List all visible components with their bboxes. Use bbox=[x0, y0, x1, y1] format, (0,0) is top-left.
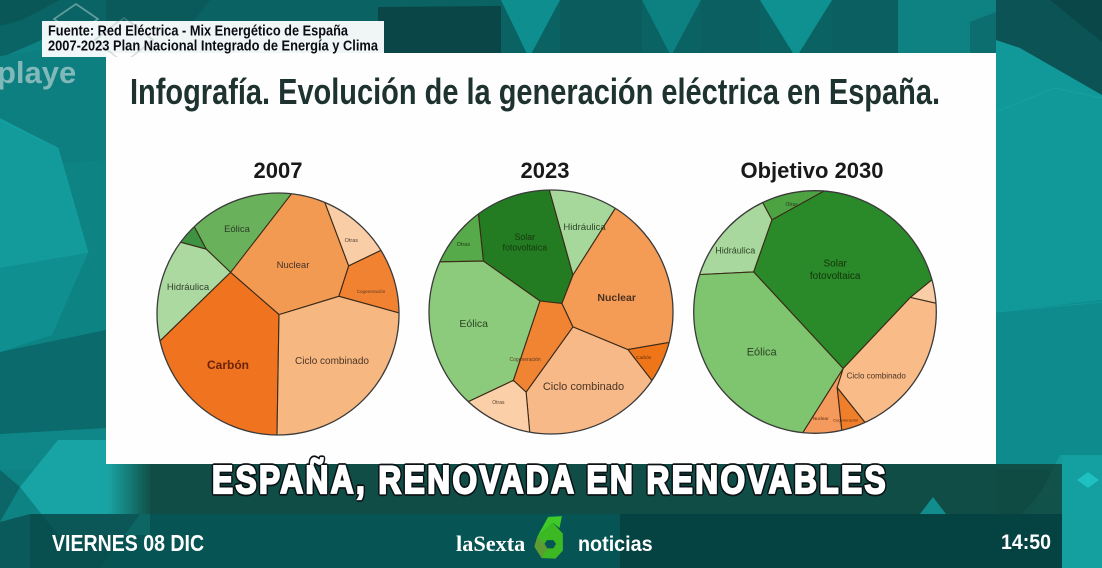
svg-text:Otras: Otras bbox=[492, 400, 505, 406]
svg-text:Otras: Otras bbox=[457, 242, 471, 248]
svg-text:Solar: Solar bbox=[823, 258, 847, 269]
svg-text:Ciclo combinado: Ciclo combinado bbox=[543, 381, 624, 393]
svg-text:Eólica: Eólica bbox=[747, 346, 778, 358]
svg-text:Nuclear: Nuclear bbox=[597, 292, 636, 304]
svg-text:Cogeneración: Cogeneración bbox=[357, 289, 386, 294]
svg-text:fotovoltaica: fotovoltaica bbox=[503, 243, 548, 253]
svg-text:Otras: Otras bbox=[345, 238, 359, 244]
svg-text:Hidráulica: Hidráulica bbox=[715, 245, 755, 255]
svg-text:Hidráulica: Hidráulica bbox=[563, 222, 606, 233]
svg-text:2007-2023 Plan Nacional Integr: 2007-2023 Plan Nacional Integrado de Ene… bbox=[48, 39, 379, 55]
svg-text:Carbón: Carbón bbox=[207, 358, 249, 372]
svg-text:Carbón: Carbón bbox=[636, 355, 652, 360]
svg-text:Hidráulica: Hidráulica bbox=[167, 282, 210, 293]
svg-text:Ciclo combinado: Ciclo combinado bbox=[846, 371, 906, 380]
svg-text:Nuclear: Nuclear bbox=[277, 260, 310, 271]
svg-text:Infografía. Evolución de la ge: Infografía. Evolución de la generación e… bbox=[130, 71, 940, 112]
svg-text:fotovoltaica: fotovoltaica bbox=[810, 271, 861, 282]
svg-text:Eólica: Eólica bbox=[459, 318, 488, 330]
svg-text:Cogeneración: Cogeneración bbox=[833, 417, 858, 422]
svg-text:Fuente: Red Eléctrica - Mix En: Fuente: Red Eléctrica - Mix Energético d… bbox=[48, 24, 349, 40]
svg-text:Otras: Otras bbox=[785, 202, 798, 208]
svg-text:Cogeneración: Cogeneración bbox=[510, 357, 541, 363]
svg-text:Nuclear: Nuclear bbox=[813, 416, 829, 421]
svg-text:playe: playe bbox=[0, 55, 76, 90]
svg-text:Ciclo combinado: Ciclo combinado bbox=[295, 356, 369, 367]
svg-text:ESPAÑA, RENOVADA EN RENOVABLES: ESPAÑA, RENOVADA EN RENOVABLES bbox=[212, 458, 888, 502]
svg-text:Solar: Solar bbox=[515, 232, 536, 242]
svg-text:ESPAÑA, RENOVADA EN RENOVABLES: ESPAÑA, RENOVADA EN RENOVABLES bbox=[212, 458, 888, 502]
svg-text:Eólica: Eólica bbox=[224, 224, 251, 235]
